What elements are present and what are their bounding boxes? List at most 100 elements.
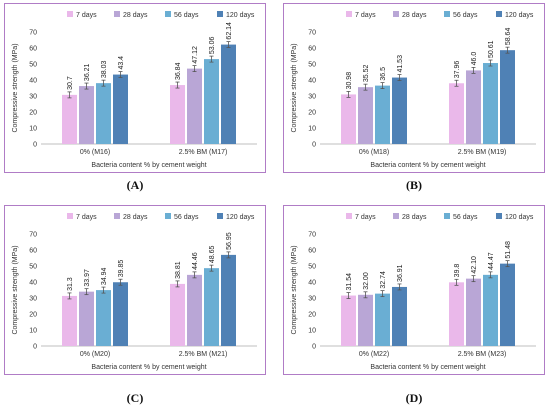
data-label: 41.53: [397, 55, 404, 73]
data-label: 31.54: [346, 273, 353, 291]
caption-b: (B): [406, 178, 422, 192]
bar: [221, 44, 236, 144]
x-category-label: 0% (M20): [80, 351, 110, 358]
caption-a: (A): [126, 178, 144, 192]
y-tick-label: 30: [308, 94, 316, 101]
y-tick-label: 40: [29, 78, 37, 85]
legend-swatch: [114, 11, 120, 17]
data-label: 33.97: [84, 269, 91, 287]
y-tick-label: 70: [308, 30, 316, 37]
bar: [375, 293, 390, 346]
y-tick-label: 10: [29, 126, 37, 133]
y-tick-label: 0: [312, 344, 316, 351]
data-label: 42.10: [471, 256, 478, 274]
legend-label: 7 days: [76, 214, 97, 221]
chart-panel-b: 7 days 28 days 56 days 120 days 0 10 20 30 40 50 6…: [283, 3, 545, 173]
legend-label: 56 days: [453, 214, 478, 221]
bar: [341, 295, 356, 346]
data-label: 44.47: [488, 252, 495, 270]
data-label: 58.64: [505, 28, 512, 46]
legend-swatch: [346, 213, 352, 219]
bar: [113, 74, 128, 144]
data-label: 39.8: [454, 264, 461, 278]
y-axis-title: Compressive strength (MPa): [12, 43, 19, 132]
legend-label: 7 days: [76, 12, 97, 19]
legend-label: 56 days: [174, 12, 199, 19]
legend-label: 120 days: [226, 12, 255, 19]
data-label: 36.84: [175, 62, 182, 80]
y-tick-label: 20: [308, 312, 316, 319]
x-category-label: 0% (M18): [359, 149, 389, 156]
data-label: 32.74: [380, 271, 387, 289]
y-tick-label: 30: [308, 296, 316, 303]
bar: [62, 94, 77, 144]
bar: [79, 86, 94, 144]
bar: [500, 50, 515, 145]
bar: [466, 278, 481, 346]
legend-label: 120 days: [226, 214, 255, 221]
data-label: 31.3: [67, 277, 74, 291]
bar: [392, 77, 407, 144]
y-tick-label: 60: [308, 46, 316, 53]
data-label: 37.96: [454, 61, 461, 79]
legend-label: 28 days: [402, 214, 427, 221]
data-label: 48.65: [209, 246, 216, 264]
bar: [483, 63, 498, 144]
data-label: 30.7: [67, 76, 74, 90]
legend-swatch: [444, 11, 450, 17]
data-label: 50.61: [488, 40, 495, 58]
data-label: 51.48: [505, 241, 512, 259]
legend-swatch: [496, 11, 502, 17]
x-category-label: 2.5% BM (M23): [458, 351, 507, 358]
legend-swatch: [67, 11, 73, 17]
y-tick-label: 50: [29, 62, 37, 69]
legend-swatch: [114, 213, 120, 219]
bar: [204, 59, 219, 144]
data-label: 35.52: [363, 65, 370, 83]
legend-label: 28 days: [402, 12, 427, 19]
y-tick-label: 20: [29, 312, 37, 319]
data-label: 30.98: [346, 72, 353, 90]
bar: [375, 85, 390, 144]
y-tick-label: 10: [308, 126, 316, 133]
bar: [500, 263, 515, 346]
data-label: 36.21: [84, 63, 91, 81]
bar: [62, 295, 77, 346]
legend-swatch: [165, 11, 171, 17]
chart-panel-a: 7 days 28 days 56 days 120 days 0 10 20 30 40 50 6…: [4, 3, 266, 173]
chart-d-svg: 7 days 28 days 56 days 120 days 0 10 20 30 40 50 6…: [291, 213, 536, 371]
bar: [341, 94, 356, 144]
y-axis-title: Compressive strength (MPa): [291, 245, 298, 334]
y-tick-label: 10: [29, 328, 37, 335]
legend-swatch: [393, 11, 399, 17]
x-axis-title: Bacteria content % by cement weight: [370, 364, 485, 371]
x-axis-title: Bacteria content % by cement weight: [91, 364, 206, 371]
data-label: 39.85: [118, 260, 125, 278]
data-label: 32.00: [363, 272, 370, 290]
bar: [113, 282, 128, 346]
y-tick-label: 60: [308, 248, 316, 255]
bar: [358, 87, 373, 144]
x-category-label: 0% (M16): [80, 149, 110, 156]
legend-swatch: [393, 213, 399, 219]
chart-panel-d: 7 days 28 days 56 days 120 days 0 10 20 30 40 50 6…: [283, 205, 545, 375]
bar: [170, 85, 185, 144]
legend-swatch: [444, 213, 450, 219]
caption-c: (C): [126, 391, 144, 405]
bar: [449, 83, 464, 144]
bar: [466, 70, 481, 144]
bar: [358, 294, 373, 346]
y-tick-label: 60: [29, 248, 37, 255]
x-category-label: 2.5% BM (M19): [458, 149, 507, 156]
legend-swatch: [217, 11, 223, 17]
bar: [392, 286, 407, 346]
chart-b-svg: 7 days 28 days 56 days 120 days 0 10 20 30 40 50 6…: [291, 11, 536, 169]
data-label: 53.06: [209, 36, 216, 54]
y-tick-label: 20: [308, 110, 316, 117]
chart-c-svg: 7 days 28 days 56 days 120 days 0 10 20 30 40 50 6…: [12, 213, 257, 371]
legend-label: 7 days: [355, 12, 376, 19]
bar: [187, 68, 202, 144]
caption-d: (D): [405, 391, 423, 405]
x-axis-title: Bacteria content % by cement weight: [370, 162, 485, 169]
legend-label: 28 days: [123, 214, 148, 221]
